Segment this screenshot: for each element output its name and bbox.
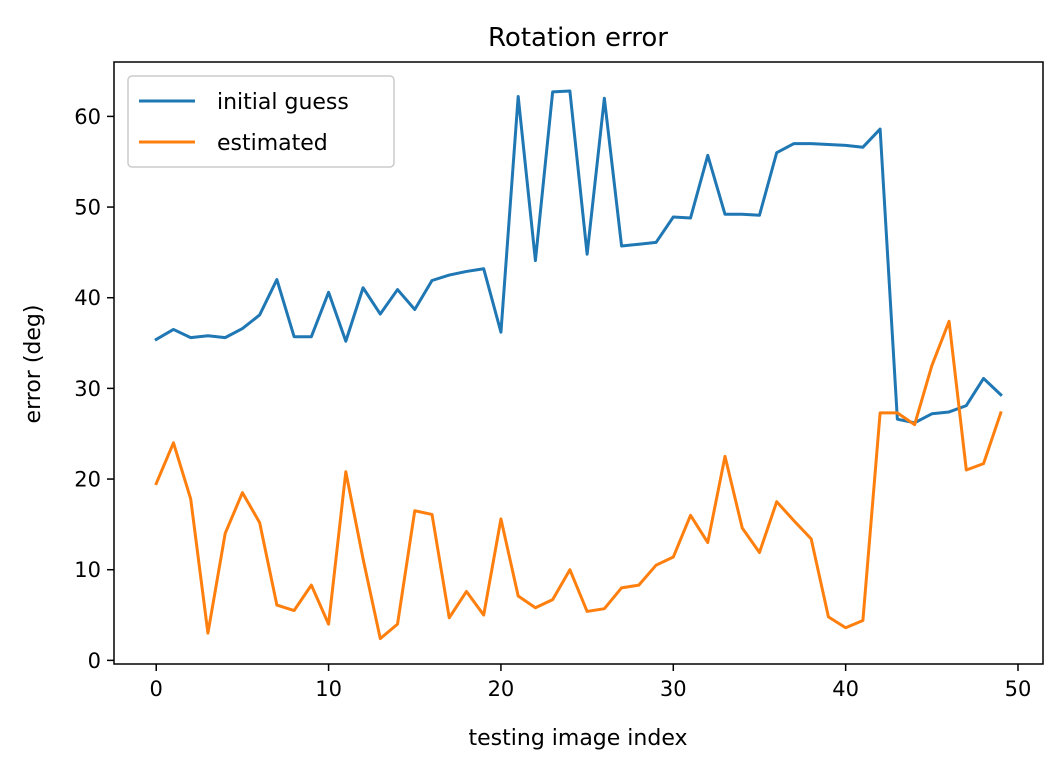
chart-title: Rotation error [488,23,668,53]
plot-area [113,61,1044,665]
y-tick-label: 30 [74,377,101,401]
y-axis: 0 10 20 30 40 50 60 [74,105,114,673]
legend-box [127,75,395,168]
plot-frame [113,61,1044,665]
y-tick-label: 40 [74,286,101,310]
legend-label: estimated [217,131,328,156]
x-tick-label: 0 [150,677,163,701]
y-axis-label: error (deg) [21,305,46,424]
y-tick-label: 60 [74,105,101,129]
legend: initial guess estimated [127,75,395,168]
y-tick-label: 20 [74,468,101,492]
x-axis-label: testing image index [469,726,688,751]
series-line-estimated [154,319,1003,641]
x-tick-label: 10 [315,677,342,701]
legend-label: initial guess [217,90,349,115]
x-axis: 0 10 20 30 40 50 [150,664,1032,701]
x-tick-label: 50 [1005,677,1032,701]
y-tick-label: 0 [88,649,101,673]
x-tick-label: 40 [832,677,859,701]
y-tick-label: 10 [74,558,101,582]
x-tick-label: 20 [488,677,515,701]
x-tick-label: 30 [660,677,687,701]
y-tick-label: 50 [74,196,101,220]
series-line-initial-guess [154,89,1003,425]
